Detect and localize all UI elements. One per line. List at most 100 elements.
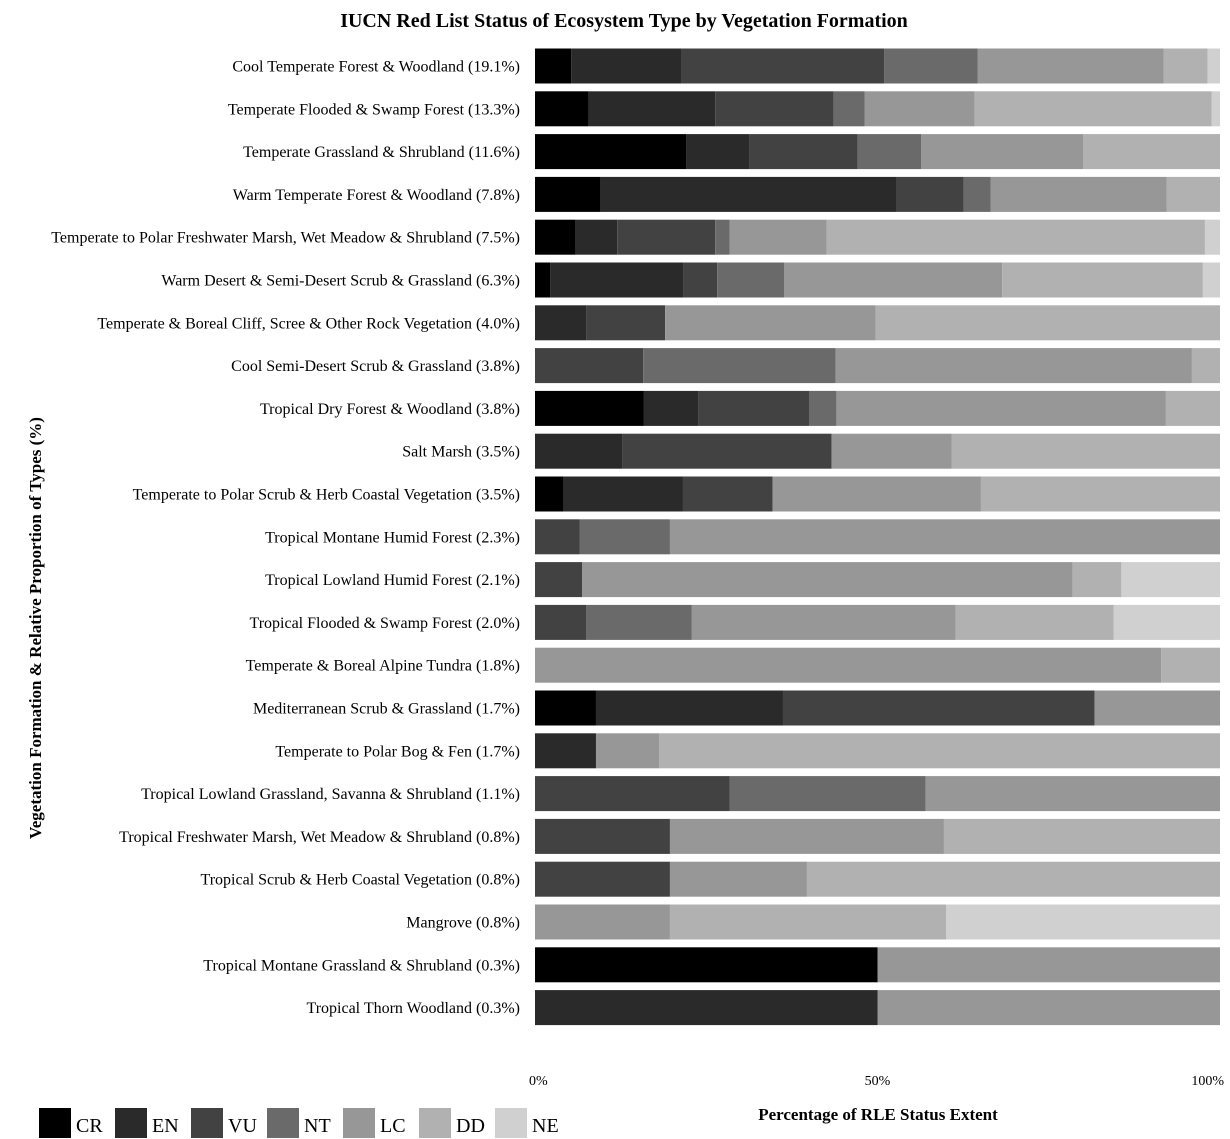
bar-segment-lc bbox=[669, 818, 944, 854]
legend-swatch-vu bbox=[191, 1108, 223, 1138]
bar-segment-cr bbox=[535, 176, 601, 212]
legend: CR EN VU NT LC DD NE bbox=[39, 1108, 559, 1138]
x-axis-title: Percentage of RLE Status Extent bbox=[758, 1105, 998, 1124]
x-tick-label: 100% bbox=[1191, 1074, 1224, 1089]
category-label: Temperate Grassland & Shrubland (11.6%) bbox=[243, 144, 520, 161]
bar-segment-nt bbox=[586, 604, 692, 640]
bar-segment-en bbox=[575, 219, 618, 255]
category-label: Temperate Flooded & Swamp Forest (13.3%) bbox=[228, 101, 520, 118]
bar-segment-nt bbox=[857, 134, 922, 170]
legend-label: LC bbox=[380, 1115, 406, 1137]
category-label: Tropical Freshwater Marsh, Wet Meadow & … bbox=[119, 829, 520, 846]
bar-segment-cr bbox=[535, 947, 878, 983]
bar-segment-en bbox=[535, 305, 587, 341]
bar-segment-nt bbox=[715, 219, 730, 255]
category-label: Temperate to Polar Scrub & Herb Coastal … bbox=[133, 487, 520, 504]
bar-segment-ne bbox=[946, 904, 1220, 940]
bar-segment-dd bbox=[1002, 262, 1203, 298]
legend-label: DD bbox=[456, 1115, 485, 1137]
category-label: Tropical Montane Humid Forest (2.3%) bbox=[265, 529, 520, 546]
bar-segment-dd bbox=[980, 476, 1220, 512]
category-label: Temperate & Boreal Alpine Tundra (1.8%) bbox=[246, 658, 520, 675]
bar-segment-vu bbox=[698, 390, 809, 426]
bar-segment-en bbox=[686, 134, 750, 170]
bar-segment-en bbox=[535, 733, 596, 769]
bar-segment-lc bbox=[921, 134, 1083, 170]
x-tick-label: 0% bbox=[529, 1074, 548, 1089]
bar-segment-ne bbox=[1207, 48, 1220, 84]
bar-segment-lc bbox=[691, 604, 956, 640]
bar-segment-ne bbox=[1211, 91, 1220, 127]
bar-segment-nt bbox=[884, 48, 978, 84]
bar-segment-lc bbox=[772, 476, 981, 512]
bar-segment-lc bbox=[784, 262, 1003, 298]
legend-swatch-cr bbox=[39, 1108, 71, 1138]
category-label: Warm Desert & Semi-Desert Scrub & Grassl… bbox=[161, 273, 520, 290]
bar-segment-dd bbox=[1163, 48, 1208, 84]
bar-segment-en bbox=[535, 990, 878, 1026]
bar-segment-nt bbox=[729, 776, 926, 812]
bar-segment-lc bbox=[535, 647, 1162, 683]
bar-segment-cr bbox=[535, 690, 596, 726]
bar-segment-en bbox=[643, 390, 699, 426]
category-label: Tropical Scrub & Herb Coastal Vegetation… bbox=[201, 872, 521, 889]
legend-swatch-ne bbox=[495, 1108, 527, 1138]
bar-segment-cr bbox=[535, 476, 564, 512]
bar-segment-vu bbox=[896, 176, 964, 212]
bar-segment-cr bbox=[535, 91, 589, 127]
bar-segment-cr bbox=[535, 219, 576, 255]
bar-segment-cr bbox=[535, 48, 572, 84]
category-label: Tropical Thorn Woodland (0.3%) bbox=[306, 1000, 520, 1017]
legend-swatch-en bbox=[115, 1108, 147, 1138]
category-label: Temperate to Polar Bog & Fen (1.7%) bbox=[275, 743, 520, 760]
bar-segment-cr bbox=[535, 262, 551, 298]
bar-segment-ne bbox=[1202, 262, 1221, 298]
bar-segment-vu bbox=[535, 562, 583, 598]
bar-segment-vu bbox=[535, 519, 580, 555]
bar-segment-en bbox=[571, 48, 682, 84]
bar-segment-lc bbox=[864, 91, 975, 127]
category-label: Tropical Lowland Grassland, Savanna & Sh… bbox=[141, 786, 520, 803]
bar-segment-ne bbox=[1121, 562, 1220, 598]
bar-segment-vu bbox=[681, 48, 885, 84]
bar-segment-dd bbox=[1191, 348, 1220, 384]
legend-swatch-lc bbox=[343, 1108, 375, 1138]
bar-segment-nt bbox=[963, 176, 991, 212]
bar-segment-lc bbox=[729, 219, 827, 255]
bar-segment-lc bbox=[669, 519, 1220, 555]
bar-segment-cr bbox=[535, 390, 644, 426]
category-labels: Cool Temperate Forest & Woodland (19.1%)… bbox=[51, 59, 520, 1018]
bar-segment-vu bbox=[682, 476, 773, 512]
bar-segment-vu bbox=[586, 305, 666, 341]
bar-segment-cr bbox=[535, 134, 687, 170]
bar-segment-vu bbox=[535, 776, 730, 812]
category-label: Warm Temperate Forest & Woodland (7.8%) bbox=[233, 187, 520, 204]
bar-segment-dd bbox=[826, 219, 1205, 255]
legend-label: EN bbox=[152, 1115, 179, 1137]
category-label: Tropical Dry Forest & Woodland (3.8%) bbox=[260, 401, 520, 418]
bar-segment-lc bbox=[669, 861, 807, 897]
legend-swatch-dd bbox=[419, 1108, 451, 1138]
legend-label: CR bbox=[76, 1115, 103, 1137]
bar-segment-lc bbox=[665, 305, 876, 341]
bar-segment-en bbox=[600, 176, 896, 212]
bar-segment-en bbox=[595, 690, 783, 726]
bar-segment-en bbox=[563, 476, 683, 512]
bar-segment-en bbox=[535, 433, 623, 469]
bar-segment-vu bbox=[782, 690, 1095, 726]
category-label: Temperate to Polar Freshwater Marsh, Wet… bbox=[51, 230, 520, 247]
category-label: Tropical Montane Grassland & Shrubland (… bbox=[203, 957, 520, 974]
bar-segment-dd bbox=[955, 604, 1114, 640]
bar-segment-ne bbox=[1204, 219, 1220, 255]
bar-segment-lc bbox=[1094, 690, 1220, 726]
y-axis-title: Vegetation Formation & Relative Proporti… bbox=[26, 417, 45, 839]
bar-segment-lc bbox=[977, 48, 1164, 84]
bar-segment-en bbox=[588, 91, 716, 127]
bar-segment-lc bbox=[925, 776, 1220, 812]
bar-segment-lc bbox=[836, 390, 1166, 426]
bar-segment-dd bbox=[658, 733, 1220, 769]
bar-segment-vu bbox=[683, 262, 718, 298]
bar-segment-nt bbox=[643, 348, 836, 384]
bar-segment-nt bbox=[717, 262, 785, 298]
